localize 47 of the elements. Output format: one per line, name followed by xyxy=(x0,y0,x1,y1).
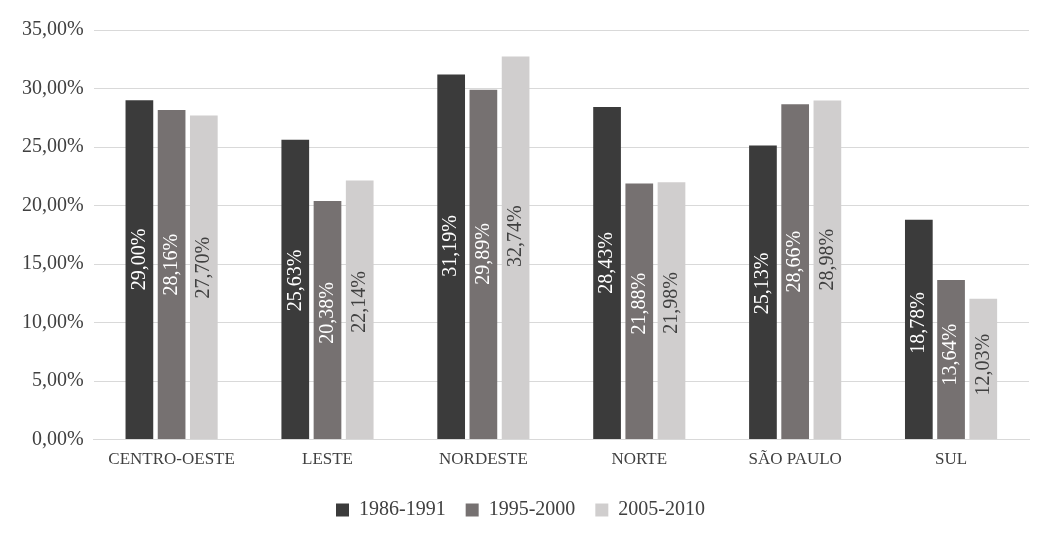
x-tick-label: SUL xyxy=(934,449,968,469)
x-tick-label: NORDESTE xyxy=(438,449,528,469)
bar xyxy=(904,219,933,440)
bar xyxy=(593,106,621,440)
y-tick-label: 10,00% xyxy=(21,309,84,332)
bar xyxy=(125,100,154,440)
y-tick-label: 35,00% xyxy=(21,17,84,40)
data-label: 20,38% xyxy=(314,282,337,344)
bar xyxy=(281,139,310,440)
data-label: 28,98% xyxy=(814,228,837,291)
bar xyxy=(781,104,810,440)
bar xyxy=(469,89,498,440)
y-tick-label: 15,00% xyxy=(21,251,84,274)
y-tick-label: 25,00% xyxy=(21,134,84,157)
bar xyxy=(749,145,777,440)
legend-label: 2005-2010 xyxy=(618,497,705,520)
data-label: 18,78% xyxy=(906,292,929,354)
data-label: 28,16% xyxy=(158,233,181,296)
x-tick-label: NORTE xyxy=(611,449,668,469)
bar xyxy=(437,74,466,440)
y-tick-label: 30,00% xyxy=(21,75,84,98)
x-tick-label: CENTRO-OESTE xyxy=(108,449,235,469)
data-label: 28,43% xyxy=(594,232,617,294)
x-tick-label: SÃO PAULO xyxy=(748,449,842,469)
legend-label: 1986-1991 xyxy=(359,497,446,520)
y-tick-label: 20,00% xyxy=(21,192,84,215)
data-label: 22,14% xyxy=(346,271,369,333)
x-tick-label: LESTE xyxy=(302,449,353,469)
legend-label: 1995-2000 xyxy=(488,497,576,520)
bar xyxy=(937,279,965,440)
data-label: 21,88% xyxy=(626,272,649,335)
bar xyxy=(313,201,342,440)
data-label: 13,64% xyxy=(938,323,961,386)
data-label: 27,70% xyxy=(191,236,214,299)
data-label: 32,74% xyxy=(502,205,525,268)
bar xyxy=(157,110,186,440)
data-label: 28,66% xyxy=(782,230,805,293)
bar xyxy=(625,183,654,440)
y-tick-label: 0,00% xyxy=(31,426,84,449)
data-label: 25,63% xyxy=(282,249,305,312)
y-tick-label: 5,00% xyxy=(31,368,84,391)
data-label: 31,19% xyxy=(438,215,461,277)
data-label: 12,03% xyxy=(970,333,993,396)
data-label: 29,00% xyxy=(126,228,149,291)
data-label: 29,89% xyxy=(470,223,493,285)
data-label: 21,98% xyxy=(658,272,681,334)
data-label: 25,13% xyxy=(750,252,773,315)
